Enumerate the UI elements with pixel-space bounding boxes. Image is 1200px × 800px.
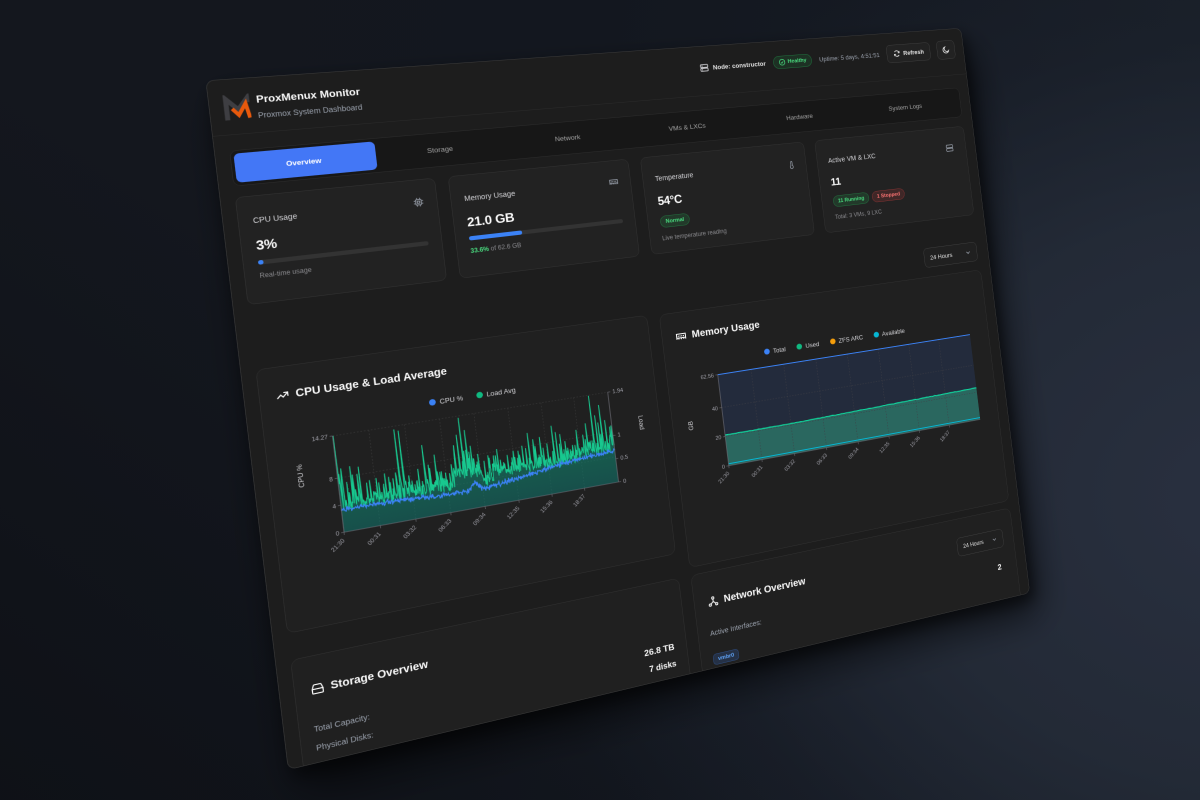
svg-text:1.94: 1.94 bbox=[612, 388, 624, 396]
svg-text:20: 20 bbox=[715, 435, 722, 442]
svg-text:0: 0 bbox=[623, 478, 627, 484]
svg-text:0: 0 bbox=[336, 531, 341, 538]
svg-text:21:30: 21:30 bbox=[717, 471, 731, 485]
svg-text:18:37: 18:37 bbox=[572, 493, 587, 508]
svg-text:GB: GB bbox=[687, 421, 695, 432]
svg-text:8: 8 bbox=[329, 477, 334, 484]
svg-text:14.27: 14.27 bbox=[311, 434, 328, 443]
svg-text:21:30: 21:30 bbox=[330, 538, 347, 554]
svg-text:18:37: 18:37 bbox=[939, 430, 951, 443]
svg-text:00:31: 00:31 bbox=[367, 531, 383, 547]
svg-text:CPU %: CPU % bbox=[295, 464, 307, 489]
svg-text:12:35: 12:35 bbox=[879, 441, 891, 455]
svg-text:40: 40 bbox=[712, 406, 719, 413]
svg-text:0.5: 0.5 bbox=[620, 454, 629, 461]
svg-text:1: 1 bbox=[617, 432, 621, 438]
svg-text:06:33: 06:33 bbox=[816, 452, 829, 466]
svg-text:03:32: 03:32 bbox=[402, 524, 418, 540]
svg-text:12:35: 12:35 bbox=[506, 505, 521, 520]
svg-text:4: 4 bbox=[332, 504, 337, 511]
svg-text:09:34: 09:34 bbox=[848, 447, 861, 461]
svg-text:00:31: 00:31 bbox=[751, 464, 764, 478]
svg-text:15:36: 15:36 bbox=[909, 435, 921, 448]
svg-text:62.56: 62.56 bbox=[700, 373, 714, 381]
svg-text:Load: Load bbox=[637, 415, 646, 431]
svg-text:0: 0 bbox=[722, 464, 726, 470]
svg-text:06:33: 06:33 bbox=[438, 518, 454, 533]
svg-text:09:34: 09:34 bbox=[472, 512, 487, 527]
svg-text:03:32: 03:32 bbox=[784, 458, 797, 472]
svg-text:15:36: 15:36 bbox=[540, 499, 555, 514]
